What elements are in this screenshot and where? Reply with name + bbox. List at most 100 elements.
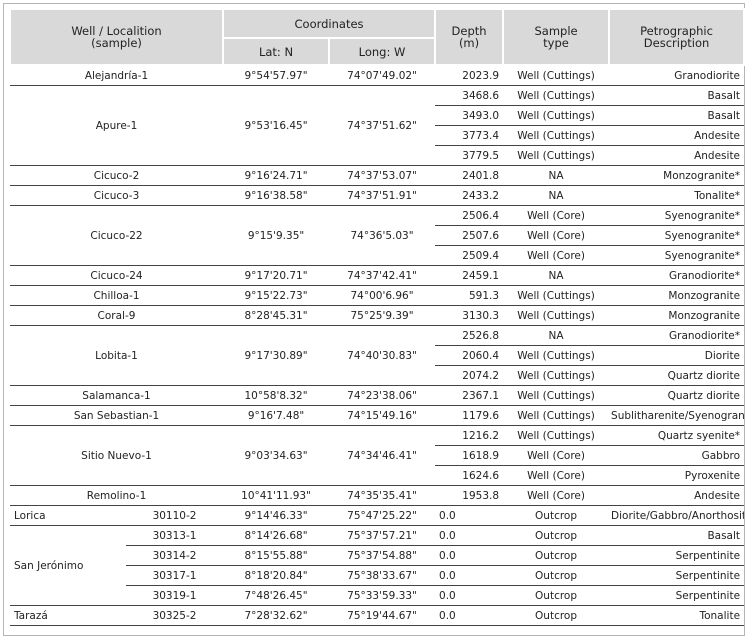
table-row: San Sebastian-1 9°16'7.48" 74°15'49.16" 117… xyxy=(10,405,745,426)
depth: 2401.8 xyxy=(435,165,504,186)
sample-type: Well (Cuttings) xyxy=(503,405,610,426)
description: Syenogranite* xyxy=(609,205,745,226)
sample-type: Outcrop xyxy=(503,505,610,526)
description: Diorite xyxy=(609,345,745,366)
latitude: 9°03'34.63" xyxy=(223,425,330,486)
depth: 0.0 xyxy=(435,505,504,526)
header-depth: Depth (m) xyxy=(434,8,505,66)
description: Syenogranite* xyxy=(609,245,745,266)
longitude: 75°38'33.67" xyxy=(329,565,436,586)
sample-type: Outcrop xyxy=(503,565,610,586)
sample-type: NA xyxy=(503,325,610,346)
longitude: 74°23'38.06" xyxy=(329,385,436,406)
depth: 1953.8 xyxy=(435,485,504,506)
sample-id: 30110-2 xyxy=(126,505,224,526)
well-name: Alejandría-1 xyxy=(10,65,224,86)
well-name: Apure-1 xyxy=(10,85,224,166)
depth: 3468.6 xyxy=(435,85,504,106)
table-row: 30314-2 8°15'55.88" 75°37'54.88" 0.0 Outcrop… xyxy=(10,545,745,566)
well-name: Sitio Nuevo-1 xyxy=(10,425,224,486)
latitude: 9°16'24.71" xyxy=(223,165,330,186)
sample-type: NA xyxy=(503,165,610,186)
table-row: 30319-1 7°48'26.45" 75°33'59.33" 0.0 Outcrop… xyxy=(10,585,745,606)
table-row: 1624.6 Well (Core) Pyroxenite xyxy=(10,465,745,486)
longitude: 75°37'57.21" xyxy=(329,525,436,546)
well-name: Cicuco-2 xyxy=(10,165,224,186)
latitude: 7°28'32.62" xyxy=(223,605,330,626)
sample-type: Outcrop xyxy=(503,605,610,626)
sample-type: Well (Cuttings) xyxy=(503,305,610,326)
longitude: 74°37'53.07" xyxy=(329,165,436,186)
depth: 3493.0 xyxy=(435,105,504,126)
latitude: 9°54'57.97" xyxy=(223,65,330,86)
latitude: 9°14'46.33" xyxy=(223,505,330,526)
description: Serpentinite xyxy=(609,545,745,566)
description: Quartz diorite xyxy=(609,385,745,406)
description: Andesite xyxy=(609,485,745,506)
header-description: Petrographic Description xyxy=(608,8,746,66)
sample-type: Outcrop xyxy=(503,525,610,546)
header-sample-type: Sample type xyxy=(502,8,611,66)
depth: 0.0 xyxy=(435,585,504,606)
longitude: 74°00'6.96" xyxy=(329,285,436,306)
table-row: 2060.4 Well (Cuttings) Diorite xyxy=(10,345,745,366)
table-row: Cicuco-3 9°16'38.58" 74°37'51.91" 2433.2 NA T… xyxy=(10,185,745,206)
longitude: 74°07'49.02" xyxy=(329,65,436,86)
sample-type: Well (Cuttings) xyxy=(503,365,610,386)
depth: 0.0 xyxy=(435,525,504,546)
sample-type: Well (Core) xyxy=(503,485,610,506)
longitude: 74°15'49.16" xyxy=(329,405,436,426)
table-row: Coral-9 8°28'45.31" 75°25'9.39" 3130.3 Well … xyxy=(10,305,745,326)
description: Diorite/Gabbro/Anorthosite xyxy=(609,505,745,526)
sample-type: Well (Cuttings) xyxy=(503,65,610,86)
description: Andesite xyxy=(609,145,745,166)
description: Basalt xyxy=(609,105,745,126)
description: Pyroxenite xyxy=(609,465,745,486)
longitude: 75°19'44.67" xyxy=(329,605,436,626)
sample-type: Well (Cuttings) xyxy=(503,85,610,106)
well-name: San Sebastian-1 xyxy=(10,405,224,426)
description: Monzogranite xyxy=(609,305,745,326)
locality: Lorica xyxy=(10,505,126,526)
depth: 591.3 xyxy=(435,285,504,306)
depth: 2023.9 xyxy=(435,65,504,86)
description: Tonalite* xyxy=(609,185,745,206)
latitude: 7°48'26.45" xyxy=(223,585,330,606)
depth: 0.0 xyxy=(435,545,504,566)
table-row: San Jerónimo 30313-1 8°14'26.68" 75°37'57.2… xyxy=(10,525,745,606)
frame xyxy=(3,3,745,636)
sample-id: 30317-1 xyxy=(126,565,224,586)
latitude: 9°15'9.35" xyxy=(223,205,330,266)
description: Granodiorite xyxy=(609,65,745,86)
depth: 2506.4 xyxy=(435,205,504,226)
depth: 2507.6 xyxy=(435,225,504,246)
depth: 3773.4 xyxy=(435,125,504,146)
depth: 1618.9 xyxy=(435,445,504,466)
well-name: Cicuco-24 xyxy=(10,265,224,286)
depth: 2367.1 xyxy=(435,385,504,406)
depth: 2060.4 xyxy=(435,345,504,366)
depth: 1624.6 xyxy=(435,465,504,486)
latitude: 9°16'38.58" xyxy=(223,185,330,206)
description: Syenogranite* xyxy=(609,225,745,246)
latitude: 9°17'20.71" xyxy=(223,265,330,286)
sample-type: Outcrop xyxy=(503,545,610,566)
depth: 2459.1 xyxy=(435,265,504,286)
table-row: Sitio Nuevo-1 9°03'34.63" 74°34'46.41" 1216… xyxy=(10,425,745,486)
sample-type: Well (Cuttings) xyxy=(503,385,610,406)
table-row: 3493.0 Well (Cuttings) Basalt xyxy=(10,105,745,126)
depth: 1179.6 xyxy=(435,405,504,426)
table-row: Lorica 30110-2 9°14'46.33" 75°47'25.22" 0.0 O… xyxy=(10,505,745,526)
table-row: Remolino-1 10°41'11.93" 74°35'35.41" 1953.8… xyxy=(10,485,745,506)
table-row: 30317-1 8°18'20.84" 75°38'33.67" 0.0 Outcrop… xyxy=(10,565,745,586)
latitude: 9°53'16.45" xyxy=(223,85,330,166)
sample-type: Well (Core) xyxy=(503,465,610,486)
longitude: 74°37'51.62" xyxy=(329,85,436,166)
table-row: 2074.2 Well (Cuttings) Quartz diorite xyxy=(10,365,745,386)
well-name: Cicuco-22 xyxy=(10,205,224,266)
table-row: Chilloa-1 9°15'22.73" 74°00'6.96" 591.3 Well… xyxy=(10,285,745,306)
depth: 2526.8 xyxy=(435,325,504,346)
well-name: Remolino-1 xyxy=(10,485,224,506)
table-row: 1618.9 Well (Core) Gabbro xyxy=(10,445,745,466)
sample-type: Well (Core) xyxy=(503,445,610,466)
